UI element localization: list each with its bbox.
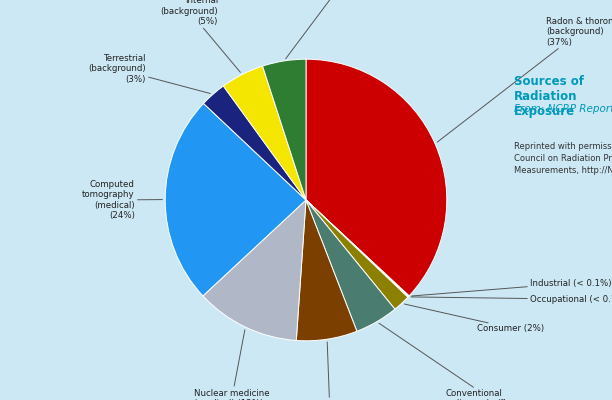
Text: Industrial (< 0.1%): Industrial (< 0.1%) [411, 279, 611, 296]
Wedge shape [263, 59, 306, 200]
Text: From: NCRP Report No. 160: From: NCRP Report No. 160 [514, 104, 612, 114]
Wedge shape [306, 59, 447, 296]
Wedge shape [306, 200, 408, 297]
Text: Reprinted with permission of the National
Council on Radiation Protection and
Me: Reprinted with permission of the Nationa… [514, 142, 612, 175]
Wedge shape [306, 200, 409, 296]
Text: Nuclear medicine
(medical) (12%): Nuclear medicine (medical) (12%) [194, 330, 270, 400]
Wedge shape [203, 200, 306, 340]
Text: Occupational (< 0.1%): Occupational (< 0.1%) [411, 295, 612, 304]
Text: Terrestrial
(background)
(3%): Terrestrial (background) (3%) [88, 54, 211, 94]
Text: Conventional
radiography/fluoroscopy
(medical) (5%): Conventional radiography/fluoroscopy (me… [379, 323, 550, 400]
Text: Interventional
fluoroscopy
(medical) (7%): Interventional fluoroscopy (medical) (7%… [298, 342, 362, 400]
Text: Radon & thoron
(background)
(37%): Radon & thoron (background) (37%) [438, 17, 612, 142]
Wedge shape [223, 66, 306, 200]
Text: Computed
tomography
(medical)
(24%): Computed tomography (medical) (24%) [82, 180, 162, 220]
Text: Consumer (2%): Consumer (2%) [405, 304, 544, 332]
Wedge shape [204, 86, 306, 200]
Wedge shape [306, 200, 395, 331]
Text: Space
(background)
(5%): Space (background) (5%) [286, 0, 378, 59]
Wedge shape [306, 200, 408, 309]
Wedge shape [165, 104, 306, 296]
Wedge shape [296, 200, 357, 341]
Text: Sources of Radiation Exposure: Sources of Radiation Exposure [514, 75, 584, 118]
Text: Internal
(background)
(5%): Internal (background) (5%) [160, 0, 241, 72]
